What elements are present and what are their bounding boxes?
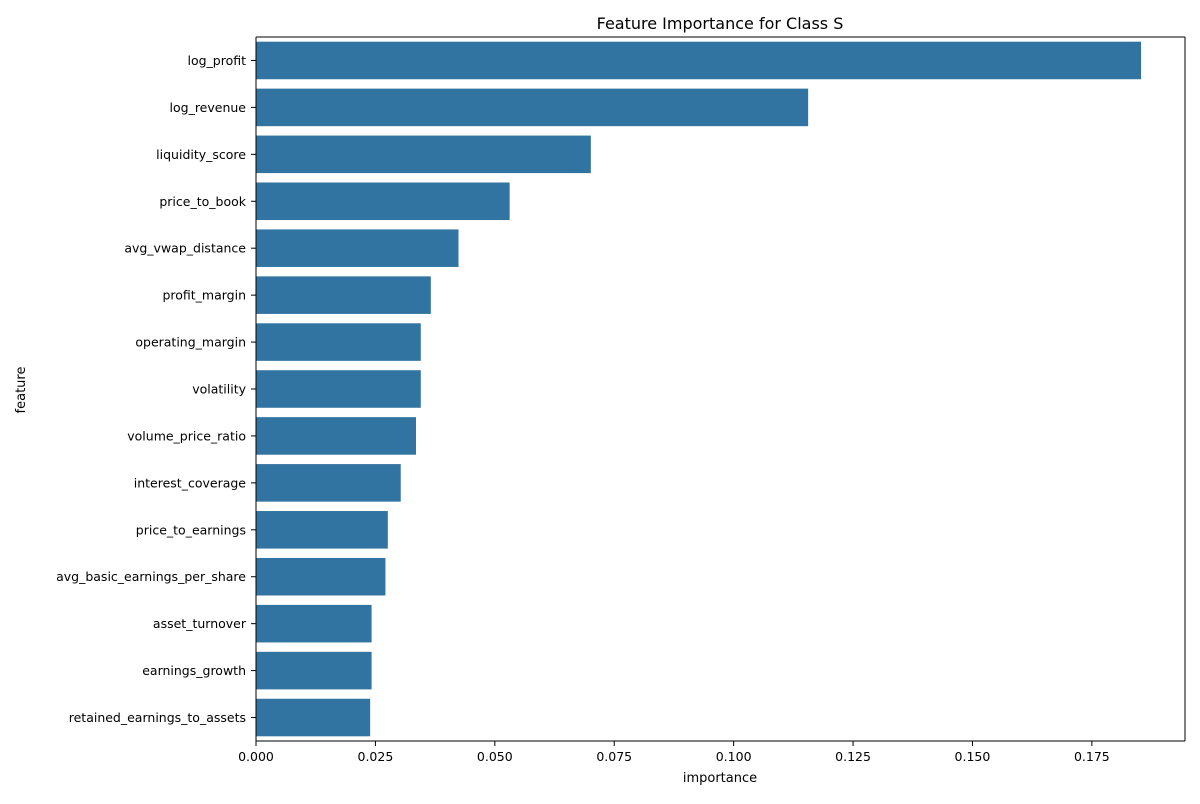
bar-earnings-growth <box>256 651 372 690</box>
bar-interest-coverage <box>256 464 401 502</box>
bar-retained-earnings-to-assets <box>256 698 371 737</box>
x-tick-label: 0.025 <box>358 749 394 764</box>
y-tick-label: liquidity_score <box>156 147 246 162</box>
bar-volatility <box>256 370 421 408</box>
y-axis-label: feature <box>14 367 29 414</box>
x-tick-label: 0.050 <box>477 749 513 764</box>
y-tick-label: avg_vwap_distance <box>124 241 246 256</box>
y-tick-label: price_to_earnings <box>136 522 246 537</box>
x-tick-label: 0.150 <box>955 749 991 764</box>
y-tick-label: profit_margin <box>162 288 246 303</box>
bar-avg-vwap-distance <box>256 229 459 267</box>
bar-profit-margin <box>256 276 431 314</box>
bar-liquidity-score <box>256 135 591 174</box>
bar-volume-price-ratio <box>256 417 417 455</box>
bar-price-to-earnings <box>256 511 388 549</box>
x-tick-label: 0.125 <box>835 749 871 764</box>
bar-price-to-book <box>256 182 510 221</box>
x-tick-label: 0.000 <box>238 749 274 764</box>
y-tick-label: price_to_book <box>159 194 246 209</box>
x-tick-label: 0.175 <box>1074 749 1110 764</box>
y-tick-label: operating_margin <box>135 335 246 350</box>
x-tick-label: 0.100 <box>716 749 752 764</box>
y-tick-label: log_profit <box>187 53 246 68</box>
y-tick-label: asset_turnover <box>153 616 247 631</box>
y-tick-label: log_revenue <box>170 100 247 115</box>
y-tick-label: earnings_growth <box>142 663 246 678</box>
y-tick-label: volume_price_ratio <box>127 428 246 443</box>
chart-title: Feature Importance for Class S <box>597 14 844 33</box>
x-axis-label: importance <box>683 771 757 786</box>
y-tick-label: interest_coverage <box>134 475 247 490</box>
x-tick-label: 0.075 <box>596 749 632 764</box>
y-tick-label: retained_earnings_to_assets <box>69 710 246 725</box>
plot-area: log_profit log_revenue liquidity_scorepric… <box>56 36 1186 764</box>
y-tick-label: volatility <box>192 382 246 397</box>
y-tick-label: avg_basic_earnings_per_share <box>56 569 246 584</box>
bar-operating-margin <box>256 323 421 361</box>
bar-avg-basic-earnings-per-share <box>256 557 386 596</box>
bar-log-revenue <box>256 88 809 127</box>
bar-log-profit <box>256 41 1142 80</box>
bar-asset-turnover <box>256 604 372 643</box>
